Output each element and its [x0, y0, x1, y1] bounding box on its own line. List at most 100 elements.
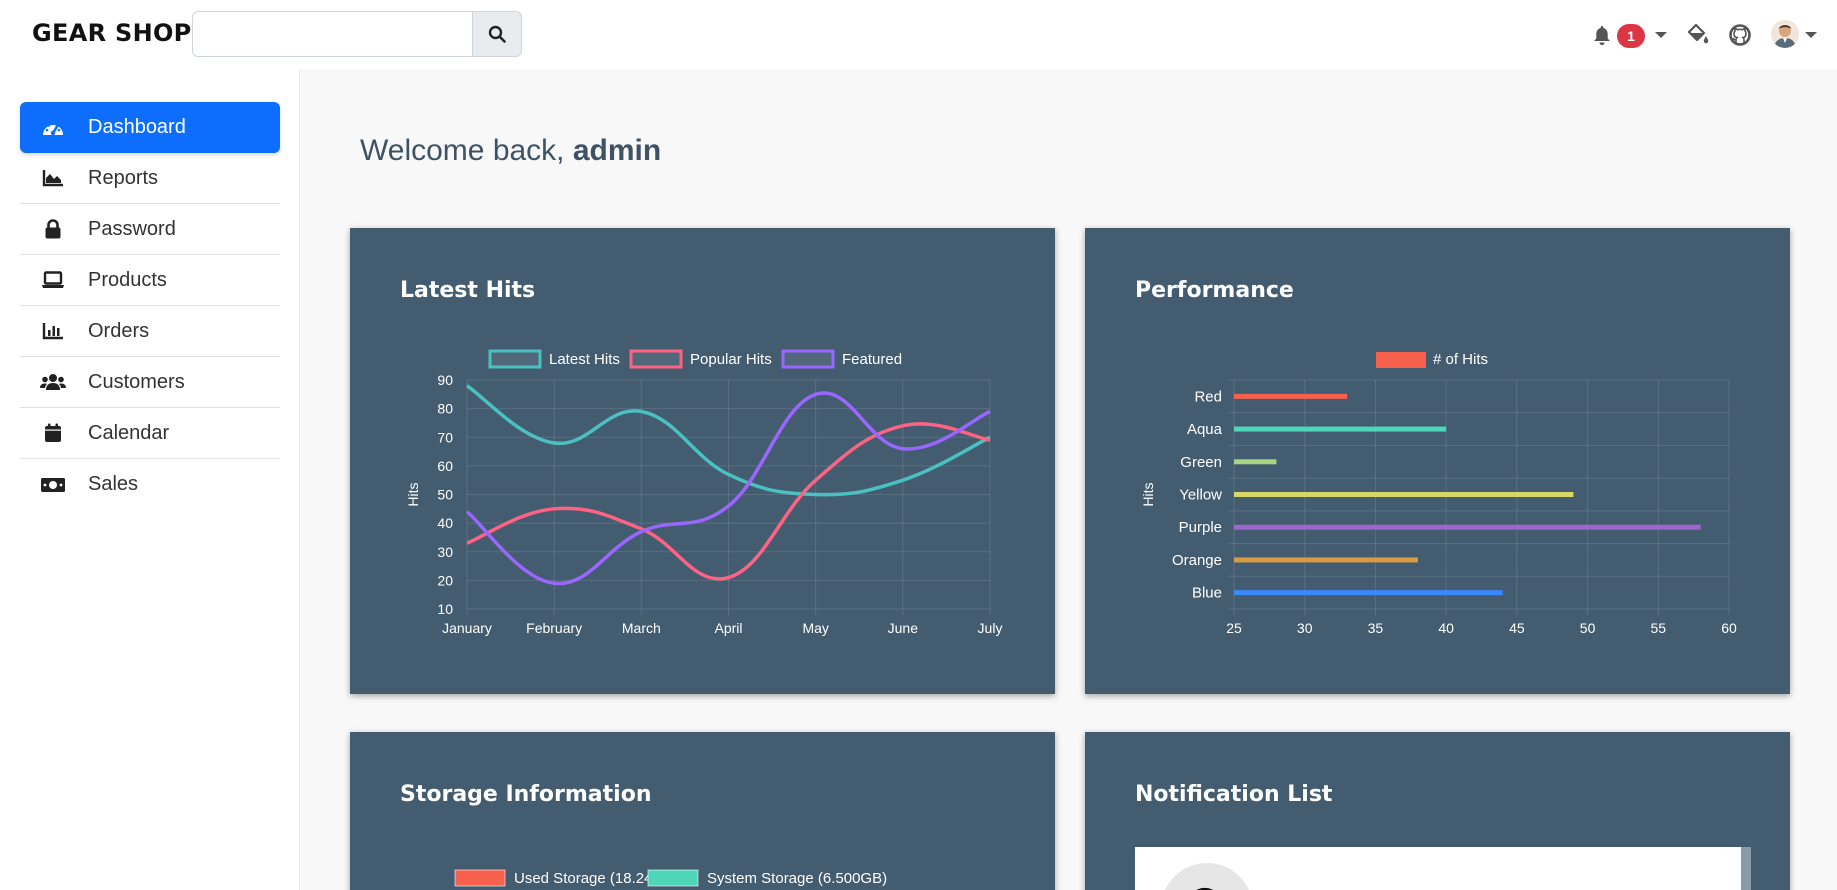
y-tick-label: Purple: [1179, 519, 1222, 536]
main-content: Welcome back, admin Latest Hits 10 20 30 40…: [301, 69, 1837, 890]
series-line: [465, 391, 991, 586]
x-tick-label: 55: [1650, 620, 1666, 636]
github-icon[interactable]: [1729, 24, 1751, 46]
card-title: Storage Information: [400, 782, 652, 807]
storage-chart-legend: Used Storage (18.240GB) System Storage (6…: [454, 869, 887, 887]
notification-count-badge: 1: [1617, 24, 1645, 48]
series-line: [466, 384, 991, 497]
notification-list-scrollbar[interactable]: [1741, 847, 1751, 890]
legend-label: # of Hits: [1433, 351, 1488, 368]
sidebar-item-dashboard[interactable]: Dashboard: [20, 102, 280, 153]
legend-swatch: [647, 869, 699, 887]
y-tick-label: Orange: [1172, 552, 1222, 569]
welcome-prefix: Welcome back,: [360, 134, 565, 167]
y-tick-label: 90: [437, 372, 453, 388]
brand-logo[interactable]: GEAR SHOP: [32, 19, 192, 47]
y-tick-label: 50: [437, 487, 453, 503]
notifications-dropdown-caret[interactable]: [1655, 32, 1667, 38]
sidebar-item-label: Password: [88, 217, 176, 240]
legend-swatch: [1376, 352, 1426, 368]
bar: [1234, 426, 1447, 432]
y-tick-label: Blue: [1192, 585, 1222, 602]
series-line: [466, 422, 991, 581]
calendar-icon: [40, 423, 66, 443]
paint-bucket-icon[interactable]: [1686, 24, 1710, 46]
search-bar: [192, 11, 522, 57]
legend-swatch: [781, 349, 835, 369]
y-tick-label: 30: [437, 544, 453, 560]
search-icon: [488, 25, 506, 43]
x-tick-label: May: [802, 620, 828, 636]
sidebar-item-label: Products: [88, 268, 167, 291]
money-icon: [40, 477, 66, 493]
welcome-heading: Welcome back, admin: [360, 134, 661, 168]
sidebar: Dashboard Reports Password Products: [0, 69, 300, 890]
sidebar-item-label: Dashboard: [88, 116, 186, 138]
legend-label: System Storage (6.500GB): [707, 870, 887, 887]
sidebar-item-sales[interactable]: Sales: [20, 459, 280, 510]
notification-avatar: [1165, 863, 1249, 890]
latest-hits-card: Latest Hits 10 20 30 40 50 60 70 80 90 January Feb…: [350, 228, 1055, 694]
bar: [1234, 492, 1574, 497]
x-tick-label: January: [442, 620, 492, 636]
y-tick-label: 80: [437, 401, 453, 417]
card-title: Performance: [1135, 278, 1294, 303]
y-tick-label: Red: [1194, 388, 1222, 405]
sidebar-item-orders[interactable]: Orders: [20, 306, 280, 357]
legend-label: Latest Hits: [549, 351, 620, 368]
notification-list[interactable]: [1135, 847, 1741, 890]
sidebar-item-customers[interactable]: Customers: [20, 357, 280, 408]
x-tick-label: 35: [1368, 620, 1384, 636]
legend-label: Featured: [842, 351, 902, 368]
welcome-username: admin: [572, 134, 662, 167]
legend-swatch: [488, 349, 542, 369]
y-axis-label: Hits: [1140, 482, 1156, 506]
search-button[interactable]: [473, 11, 522, 57]
sidebar-item-label: Customers: [88, 370, 185, 393]
sidebar-item-label: Sales: [88, 473, 139, 495]
x-tick-label: June: [888, 620, 919, 636]
area-chart-icon: [40, 169, 66, 187]
lock-icon: [40, 219, 66, 239]
bar: [1234, 393, 1348, 399]
users-icon: [40, 373, 66, 391]
sidebar-item-products[interactable]: Products: [20, 255, 280, 306]
top-navbar: GEAR SHOP 1: [0, 0, 1837, 69]
y-tick-label: 20: [437, 572, 453, 588]
tachometer-icon: [40, 118, 66, 138]
sidebar-item-calendar[interactable]: Calendar: [20, 408, 280, 459]
storage-card: Storage Information Used Storage (18.240…: [350, 732, 1055, 890]
sidebar-item-label: Reports: [88, 166, 159, 189]
legend-swatch: [629, 349, 683, 369]
laptop-icon: [40, 271, 66, 289]
sidebar-item-password[interactable]: Password: [20, 204, 280, 255]
user-avatar[interactable]: [1771, 20, 1799, 48]
sidebar-item-label: Calendar: [88, 421, 170, 444]
latest-hits-chart[interactable]: 10 20 30 40 50 60 70 80 90 January February March Ap…: [350, 228, 1055, 694]
card-title: Latest Hits: [400, 278, 536, 303]
search-input[interactable]: [192, 11, 473, 57]
x-tick-label: 45: [1509, 620, 1525, 636]
user-dropdown-caret[interactable]: [1805, 32, 1817, 38]
legend-label: Popular Hits: [690, 351, 772, 368]
bar-chart-icon: [40, 322, 66, 340]
card-title: Notification List: [1135, 782, 1333, 807]
bell-icon[interactable]: [1592, 25, 1612, 47]
y-tick-label: 10: [437, 601, 453, 617]
performance-chart[interactable]: 25 30 35 40 45 50 55 60 Red Aqua Green Yellow Purple…: [1085, 228, 1790, 694]
bar: [1234, 524, 1701, 530]
y-tick-label: Green: [1180, 454, 1222, 471]
notification-card: Notification List: [1085, 732, 1790, 890]
bar: [1234, 557, 1418, 563]
y-axis-label: Hits: [405, 482, 421, 506]
x-tick-label: April: [714, 620, 742, 636]
y-tick-label: 60: [437, 458, 453, 474]
y-tick-label: Yellow: [1179, 487, 1222, 504]
legend-label: Used Storage (18.240GB): [514, 870, 687, 887]
performance-card: Performance 25 30 35 40 45 50 55 60 Red Aqua Green…: [1085, 228, 1790, 694]
y-tick-label: 70: [437, 429, 453, 445]
x-tick-label: 25: [1226, 620, 1242, 636]
x-tick-label: 30: [1297, 620, 1313, 636]
x-tick-label: 60: [1721, 620, 1737, 636]
sidebar-item-reports[interactable]: Reports: [20, 153, 280, 204]
